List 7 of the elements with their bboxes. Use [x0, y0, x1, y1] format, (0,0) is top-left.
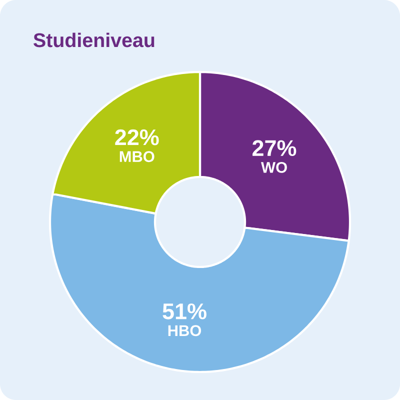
chart-title: Studieniveau	[34, 32, 154, 48]
data-label: 22%	[115, 129, 159, 146]
slice-label: MBO	[120, 151, 154, 162]
slice-label: HBO	[168, 325, 202, 336]
slice-label: WO	[260, 162, 287, 173]
data-label: 27%	[252, 140, 296, 156]
data-label: 51%	[162, 303, 206, 320]
